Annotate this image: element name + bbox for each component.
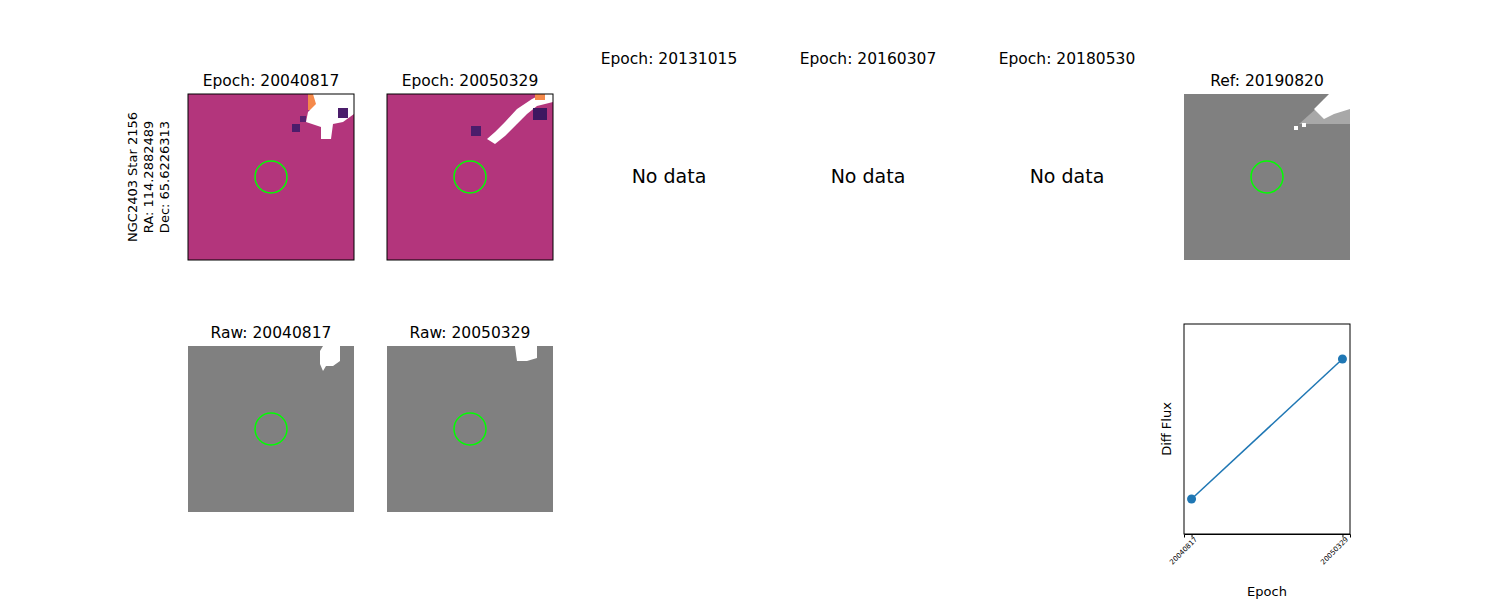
panel-3: Epoch: 20160307 No data <box>800 50 937 187</box>
panel-4: Epoch: 20180530 No data <box>999 50 1136 187</box>
image-background <box>1184 94 1350 260</box>
aperture <box>454 161 486 193</box>
data-point <box>1338 355 1347 364</box>
x-axis: 20040817 20050329 <box>1168 534 1350 566</box>
no-data-label: No data <box>632 165 707 187</box>
panel-title: Raw: 20040817 <box>211 324 332 342</box>
image-feature <box>320 346 340 371</box>
panel-5: Ref: 20190820 <box>1184 72 1350 260</box>
plot-frame <box>1184 324 1350 534</box>
data-point <box>1187 495 1196 504</box>
x-axis-title: Epoch <box>1247 584 1287 599</box>
data-line <box>1192 359 1343 499</box>
image-feature <box>471 126 481 136</box>
image-background <box>387 94 553 260</box>
aperture <box>255 161 287 193</box>
figure: Epoch: 20040817 NGC2403 Star 2156RA: 114.… <box>0 0 1500 600</box>
panel-title: Epoch: 20180530 <box>999 50 1136 68</box>
image-background <box>188 94 354 260</box>
image-feature <box>487 94 553 144</box>
panel-frame <box>387 94 553 260</box>
x-tick: 20050329 <box>1319 534 1350 566</box>
image-background <box>387 346 553 512</box>
no-data-label: No data <box>1030 165 1105 187</box>
image-feature <box>533 108 547 120</box>
image-feature <box>1294 126 1298 130</box>
image-feature <box>306 94 354 139</box>
image-feature <box>292 124 300 132</box>
panel-title: Ref: 20190820 <box>1210 72 1324 90</box>
aperture <box>255 413 287 445</box>
x-tick-label: 20040817 <box>1168 535 1199 566</box>
x-tick: 20040817 <box>1168 534 1199 566</box>
panel-2: Epoch: 20131015 No data <box>601 50 738 187</box>
plot-area <box>1187 355 1347 504</box>
panel-8: 20040817 20050329 Epoch Diff Flux <box>1159 324 1351 599</box>
image-feature <box>1302 123 1306 127</box>
panel-0: Epoch: 20040817 NGC2403 Star 2156RA: 114.… <box>125 72 354 260</box>
panel-title: Epoch: 20050329 <box>402 72 539 90</box>
panel-7: Raw: 20050329 <box>387 324 553 512</box>
panel-title: Epoch: 20040817 <box>203 72 340 90</box>
image-feature <box>1314 94 1350 119</box>
image-background <box>188 346 354 512</box>
panel-frame <box>188 94 354 260</box>
panel-title: Epoch: 20160307 <box>800 50 937 68</box>
y-axis-title: Diff Flux <box>1159 402 1174 456</box>
no-data-label: No data <box>831 165 906 187</box>
panel-title: Raw: 20050329 <box>410 324 531 342</box>
side-label: RA: 114.2882489 <box>141 121 156 234</box>
image-feature <box>515 346 537 361</box>
side-label: NGC2403 Star 2156 <box>125 112 140 242</box>
image-feature <box>300 116 306 122</box>
panel-6: Raw: 20040817 <box>188 324 354 512</box>
panel-1: Epoch: 20050329 <box>387 72 553 260</box>
image-feature <box>535 94 545 100</box>
x-tick-label: 20050329 <box>1319 535 1350 566</box>
x-axis-line <box>1185 535 1351 538</box>
side-label: Dec: 65.6226313 <box>157 121 172 233</box>
image-feature <box>338 108 348 118</box>
aperture <box>1251 161 1283 193</box>
aperture <box>454 413 486 445</box>
panel-title: Epoch: 20131015 <box>601 50 738 68</box>
